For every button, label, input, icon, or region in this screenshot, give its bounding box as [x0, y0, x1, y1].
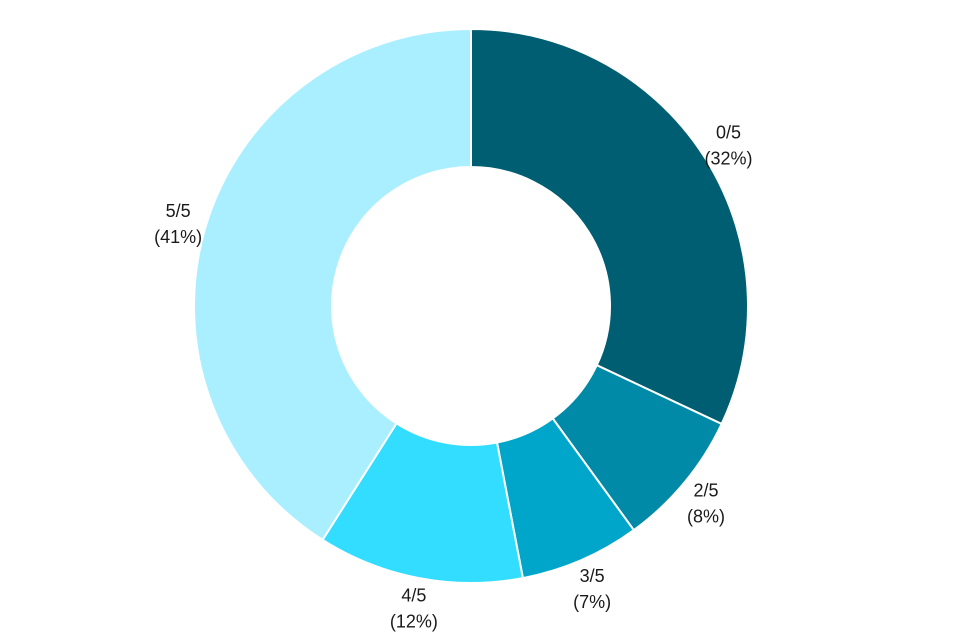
slice-label-5-of-5: 5/5 (41%) [154, 201, 202, 247]
labels-group: 0/5 (32%) 2/5 (8%) 3/5 (7%) 4/5 (12%) 5/5 (41%) [154, 123, 752, 632]
slice-category-label: 3/5 [580, 566, 605, 586]
slice-percent-label: (32%) [705, 149, 753, 169]
slice-4-of-5 [321, 421, 525, 585]
slice-label-3-of-5: 3/5 (7%) [573, 566, 611, 612]
slices-group [193, 27, 749, 585]
slice-percent-label: (12%) [390, 612, 438, 632]
slice-percent-label: (7%) [573, 592, 611, 612]
slice-label-0-of-5: 0/5 (32%) [705, 123, 753, 169]
slice-category-label: 4/5 [401, 586, 426, 606]
slice-label-2-of-5: 2/5 (8%) [687, 480, 725, 526]
slice-5-of-5 [193, 27, 472, 542]
slice-percent-label: (8%) [687, 506, 725, 526]
slice-category-label: 0/5 [716, 123, 741, 143]
slice-label-4-of-5: 4/5 (12%) [390, 586, 438, 632]
slice-percent-label: (41%) [154, 227, 202, 247]
slice-0-of-5 [470, 27, 749, 426]
slice-category-label: 2/5 [693, 480, 718, 500]
slice-category-label: 5/5 [166, 201, 191, 221]
